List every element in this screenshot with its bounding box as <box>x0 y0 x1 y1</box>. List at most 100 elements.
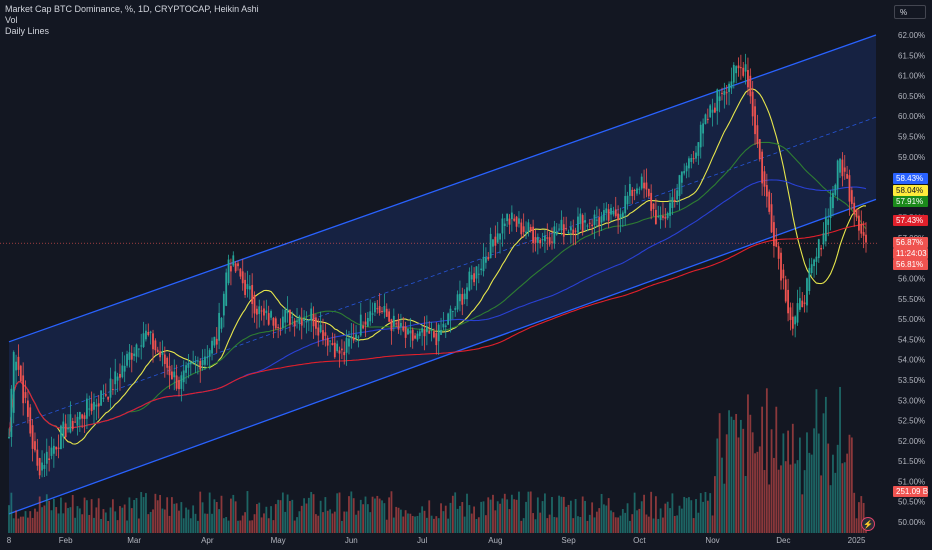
volume-bar <box>86 500 88 533</box>
volume-bar <box>791 423 794 533</box>
candle-body <box>128 352 131 360</box>
bolt-icon[interactable]: ⚡ <box>861 517 875 531</box>
candle-body <box>751 91 754 117</box>
volume-bar <box>749 414 752 533</box>
ma-200-line <box>8 223 867 438</box>
volume-bar <box>773 457 775 533</box>
candle-body <box>291 316 294 318</box>
volume-bar <box>62 513 65 533</box>
legend-title: Market Cap BTC Dominance, %, 1D, CRYPTOC… <box>5 4 259 14</box>
volume-bar <box>187 509 190 533</box>
y-tick-label: 54.50% <box>898 335 925 344</box>
volume-bar <box>506 499 509 533</box>
volume-bar <box>104 512 107 533</box>
candle-body <box>307 319 310 321</box>
volume-bar <box>296 517 298 533</box>
volume-bar <box>178 510 180 533</box>
volume-bar <box>322 512 324 533</box>
volume-bar <box>111 499 114 533</box>
volume-bar <box>425 517 428 533</box>
volume-bar <box>619 515 622 533</box>
volume-bar <box>853 492 856 533</box>
volume-bar <box>329 509 331 533</box>
candle-body <box>806 278 808 306</box>
volume-bar <box>820 475 823 533</box>
candle-body <box>178 380 180 390</box>
volume-bar <box>562 496 565 533</box>
candle-body <box>688 158 690 169</box>
x-tick-label: Apr <box>201 536 214 545</box>
candle-body <box>15 361 17 371</box>
candle-body <box>737 65 740 69</box>
candle-body <box>503 223 506 227</box>
candle-body <box>26 400 29 417</box>
candle-body <box>468 271 471 291</box>
volume-bar <box>777 469 780 533</box>
candle-body <box>770 204 773 233</box>
candle-body <box>796 303 799 323</box>
candle-body <box>246 284 249 290</box>
volume-bar <box>695 499 697 533</box>
time-axis[interactable]: 8 Feb Mar Apr May Jun Jul Aug Sep Oct Nov Dec 2025 <box>7 536 866 545</box>
candle-body <box>296 321 298 323</box>
volume-bar <box>241 515 244 533</box>
candle-body <box>534 237 537 243</box>
candle-body <box>749 75 752 97</box>
percent-scale-button[interactable]: % <box>894 5 926 19</box>
candle-body <box>662 215 664 218</box>
price-axis[interactable]: 62.00% 61.50% 61.00% 60.50% 60.00% 59.50% 59.0… <box>898 31 925 527</box>
candle-body <box>822 233 825 245</box>
candle-body <box>626 195 629 205</box>
candle-body <box>237 263 239 267</box>
volume-bar <box>263 513 265 533</box>
candle-body <box>577 216 579 233</box>
candle-body <box>298 316 301 324</box>
volume-bar <box>414 516 416 533</box>
candle-body <box>728 83 730 92</box>
volume-bar <box>29 511 32 533</box>
candle-body <box>496 233 499 243</box>
candle-body <box>265 310 268 314</box>
volume-bar <box>808 452 811 533</box>
volume-bar <box>50 510 53 533</box>
candle-body <box>289 309 291 325</box>
y-tick-label: 54.00% <box>898 356 925 365</box>
candle-body <box>168 365 171 376</box>
volume-bar <box>357 510 360 533</box>
candle-body <box>331 343 334 346</box>
candle-body <box>251 285 254 305</box>
candle-body <box>666 213 669 219</box>
volume-bar <box>817 433 820 533</box>
candle-body <box>555 231 558 235</box>
volume-bar <box>248 520 251 533</box>
y-tick-label: 55.00% <box>898 315 925 324</box>
candle-body <box>425 325 428 333</box>
volume-bar <box>522 518 525 533</box>
candle-body <box>81 414 84 419</box>
candle-body <box>52 445 55 454</box>
candle-body <box>362 325 365 329</box>
candle-body <box>843 167 846 172</box>
volume-bar <box>352 498 355 533</box>
volume-bar <box>435 516 438 533</box>
candle-body <box>605 208 608 214</box>
volume-bar <box>433 518 435 533</box>
candle-body <box>348 338 350 347</box>
volume-bar <box>806 432 808 533</box>
volume-bar <box>156 500 159 533</box>
volume-bar <box>163 509 166 533</box>
candle-body <box>817 239 820 259</box>
candle-body <box>454 308 457 310</box>
volume-bar <box>586 520 589 533</box>
volume-bar <box>551 497 553 533</box>
candle-body <box>539 239 542 244</box>
volume-bar <box>756 451 759 533</box>
volume-bar <box>145 493 147 533</box>
candle-body <box>548 237 551 245</box>
candle-body <box>213 336 216 346</box>
volume-bar <box>449 502 452 533</box>
candle-body <box>787 289 789 314</box>
y-tick-label: 60.50% <box>898 92 925 101</box>
candle-body <box>376 308 379 310</box>
